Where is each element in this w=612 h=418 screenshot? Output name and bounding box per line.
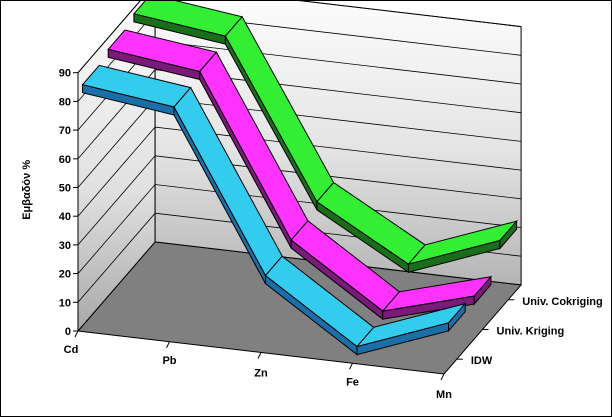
series-idw — [81, 64, 467, 356]
x-tick — [257, 352, 262, 359]
ribbon-end-cap — [499, 219, 518, 250]
y-tick-label: 80 — [59, 96, 71, 108]
x-tick-label: Mn — [436, 389, 452, 401]
y-tick-label: 0 — [65, 326, 71, 338]
x-tick-label: Fe — [346, 376, 359, 388]
x-tick-label: Zn — [254, 368, 268, 380]
ribbon-end-cap — [473, 275, 492, 306]
y-tick-label: 20 — [59, 269, 71, 281]
y-tick-label: 90 — [59, 68, 71, 80]
gridline — [77, 69, 522, 160]
x-tick — [74, 330, 79, 338]
y-tick-label: 70 — [59, 125, 71, 137]
x-tick-label: Cd — [64, 344, 79, 356]
series-univ-cokriging — [132, 1, 519, 274]
x-tick-label: Pb — [162, 355, 176, 367]
y-tick-label: 10 — [59, 297, 71, 309]
x-tick — [440, 373, 445, 381]
y-tick-label: 40 — [59, 211, 71, 223]
x-tick — [166, 341, 170, 348]
y-axis-title: Εμβαδόν % — [21, 160, 33, 220]
ribbon-end-cap — [448, 302, 466, 333]
gridline — [77, 1, 522, 73]
series-axis-label: Univ. Kriging — [497, 325, 565, 337]
gridline — [77, 126, 522, 217]
series-axis-label: Univ. Cokriging — [522, 296, 602, 308]
y-tick-label: 50 — [59, 183, 71, 195]
series-univ-kriging — [107, 29, 493, 321]
x-tick — [349, 363, 353, 370]
y-tick-label: 30 — [59, 240, 71, 252]
gridline — [77, 184, 522, 274]
series-axis-label: IDW — [471, 355, 493, 367]
y-tick-label: 60 — [59, 154, 71, 166]
gridline — [77, 155, 522, 246]
